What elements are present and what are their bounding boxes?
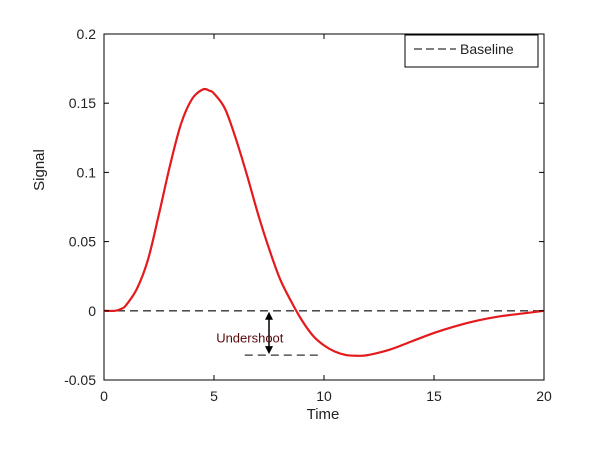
x-axis-label: Time [307, 406, 340, 423]
y-tick-label: -0.05 [64, 372, 96, 388]
x-tick-label: 0 [100, 388, 108, 404]
x-tick-label: 15 [426, 388, 442, 404]
y-axis: -0.05 0 0.05 0.1 0.15 0.2 [64, 26, 544, 388]
axes-frame [103, 33, 545, 381]
y-tick-label: 0.15 [69, 95, 96, 111]
legend-baseline-label: Baseline [460, 41, 514, 57]
signal-line [103, 87, 545, 357]
x-tick-label: 5 [210, 388, 218, 404]
plot-area [103, 33, 545, 381]
y-axis-label: Signal [31, 149, 48, 191]
undershoot-arrow-head-down [265, 346, 273, 355]
y-tick-label: 0 [88, 303, 96, 319]
legend-box [404, 34, 539, 68]
y-tick-label: 0.2 [77, 26, 97, 42]
x-tick-label: 10 [316, 388, 332, 404]
y-tick-label: 0.05 [69, 234, 96, 250]
x-tick-label: 20 [536, 388, 552, 404]
y-tick-label: 0.1 [77, 164, 97, 180]
x-axis: 0 5 10 15 20 [100, 34, 552, 404]
legend: Baseline [404, 34, 539, 68]
undershoot-label: Undershoot [216, 330, 284, 345]
undershoot-arrow-head-up [265, 311, 273, 320]
